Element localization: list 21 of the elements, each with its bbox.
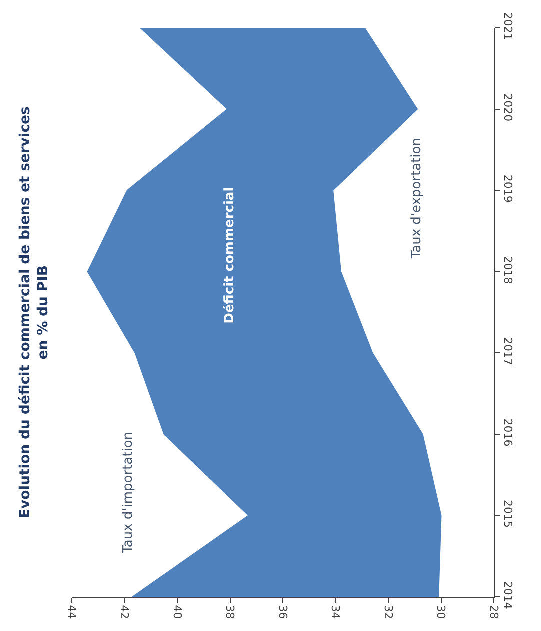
x-tick-label: 42 [118,605,132,620]
y-tick-label: 2017 [501,337,514,366]
y-tick-label: 2021 [501,12,514,40]
text: Taux d'importation [121,432,136,554]
y-tick-label: 2018 [501,256,514,284]
annotation: Déficit commercial [222,187,238,324]
text: Taux d'exportation [410,138,425,260]
x-tick-label: 38 [224,605,237,620]
x-tick-label: 36 [276,605,290,620]
x-tick-label: 28 [487,605,500,620]
x-tick-label: 44 [65,605,78,620]
y-tick-label: 2015 [501,500,514,528]
y-tick-label: 2016 [501,418,514,447]
text: Evolution du déficit commercial de biens et services en % du PIB [18,106,52,519]
x-tick-label: 32 [382,605,395,620]
y-tick-label: 2014 [501,581,514,610]
x-tick-label: 34 [329,605,342,620]
x-tick-label: 40 [170,605,184,620]
y-tick-label: 2019 [501,174,514,203]
y-tick-label: 2020 [501,94,514,122]
x-tick-label: 30 [434,605,448,620]
